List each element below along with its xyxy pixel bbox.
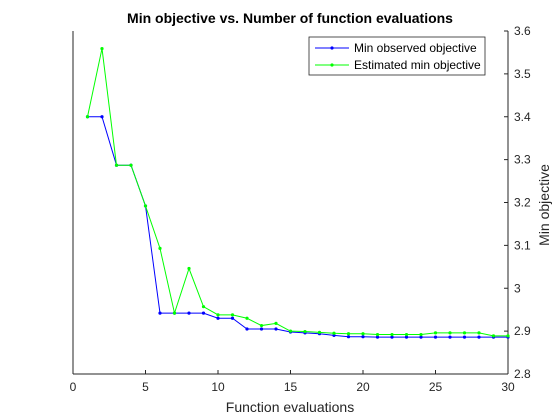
series-2-point [187,266,191,271]
series-1-point [100,115,104,119]
series-1-point [375,335,380,339]
x-axis-label: Function evaluations [226,399,354,415]
series-1-point [390,335,394,339]
series-2-point [230,313,235,317]
series-2-point [477,331,481,335]
series-2-point [491,334,496,338]
y-tick-label: 3.6 [514,24,531,38]
y-tick-label: 3.1 [514,238,531,252]
y-tick-label: 3.2 [514,196,531,210]
series-2-point [317,330,322,335]
series-2-point [448,331,452,335]
plot-area: 0 5 10 15 20 25 302.8 2.9 3 3.1 3.2 3.3 3.4 3.5 3.6 [70,24,531,394]
series-2-point [419,332,423,337]
series-2-point [346,332,351,336]
series-2-point [506,334,510,338]
y-tick-label: 3 [514,281,521,295]
series-2-point [100,46,104,51]
series-2-point [361,332,365,336]
series-2-point [332,331,336,335]
y-axis-label: Min objective [536,164,552,246]
series-1-point [477,335,481,339]
y-tick-label: 3.5 [514,67,531,81]
x-tick-label: 15 [284,380,298,394]
legend-label-1: Min observed objective [354,41,477,55]
chart-title: Min objective vs. Number of function eva… [127,10,453,26]
series-1-point [346,335,351,339]
series-2-point [390,332,394,337]
series-2-point [274,321,278,326]
series-1-point [216,316,220,320]
series-2-point [259,323,264,328]
x-tick-label: 20 [356,380,370,394]
series-2-point [172,311,177,315]
legend-marker-1 [330,46,334,50]
y-tick-label: 3.4 [514,110,531,124]
series-2-point [433,331,438,335]
legend-marker-2 [330,63,334,67]
series-2-point [375,332,380,337]
series-1-point [230,316,235,320]
series-line-1 [87,116,508,338]
x-tick-label: 10 [211,380,225,394]
series-1-point [462,335,467,339]
y-tick-label: 2.9 [514,324,531,338]
x-tick-label: 30 [501,380,515,394]
y-tick-label: 2.8 [514,367,531,381]
series-1-point [433,335,438,339]
x-tick-label: 5 [142,380,149,394]
series-2-point [216,313,220,317]
series-2-point [114,163,119,167]
y-tick-label: 3.3 [514,153,531,167]
series-1-point [259,327,264,331]
series-1-point [201,311,206,315]
series-2-point [201,305,206,309]
series-1-point [404,335,409,339]
series-2-point [158,246,162,250]
series-1-point [448,335,452,339]
legend-label-2: Estimated min objective [354,58,481,72]
series-2-point [85,115,90,119]
series-1-point [245,327,249,331]
series-2-point [288,329,293,333]
series-2-point [462,331,467,335]
series-1-point [158,311,162,315]
series-2-point [129,163,133,167]
series-2-point [143,204,148,208]
legend-box [308,36,486,76]
series-2-point [303,329,307,334]
series-1-point [274,327,278,331]
series-line-2 [87,48,508,337]
legend: Min observed objective Estimated min obje… [308,36,486,76]
x-tick-label: 0 [70,380,77,394]
series-2-point [404,332,409,337]
x-tick-label: 25 [429,380,443,394]
series-1-point [361,335,365,339]
series-1-point [187,311,191,315]
series-2-point [245,316,249,320]
series-1-point [419,335,423,339]
